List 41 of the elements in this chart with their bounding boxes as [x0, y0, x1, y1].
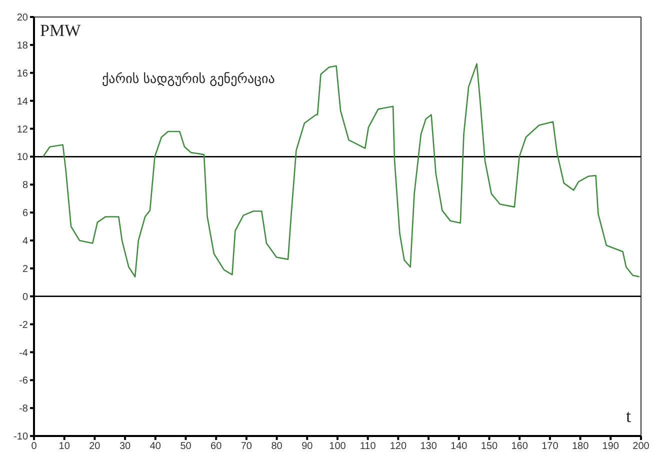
y-tick-label: 8	[22, 180, 28, 192]
x-tick-label: 20	[89, 441, 101, 452]
x-tick-label: 150	[480, 441, 498, 452]
x-tick-label: 80	[271, 441, 283, 452]
y-tick-label: 18	[16, 40, 28, 52]
y-tick-label: -4	[19, 348, 28, 359]
x-tick-label: 60	[210, 441, 222, 452]
y-tick-label: 20	[16, 12, 28, 24]
x-tick-label: 130	[420, 441, 438, 452]
x-tick-label: 40	[150, 441, 162, 452]
x-tick-label: 200	[632, 441, 650, 452]
y-tick-label: 0	[22, 292, 28, 303]
y-tick-label: 14	[16, 96, 28, 108]
y-tick-label: 2	[22, 264, 28, 275]
y-tick-label: 10	[16, 152, 28, 164]
x-tick-label: 140	[450, 441, 468, 452]
x-tick-label: 120	[390, 441, 407, 452]
y-tick-label: -8	[19, 404, 28, 415]
y-tick-label: 12	[16, 124, 28, 136]
y-tick-label: 4	[22, 236, 28, 248]
x-tick-label: 190	[602, 441, 620, 452]
line-series	[42, 63, 640, 278]
annotation: ქარის სადგურის გენერაცია	[102, 72, 275, 87]
x-tick-label: 170	[542, 441, 559, 452]
x-tick-label: 110	[360, 441, 376, 452]
x-tick-label: 10	[58, 441, 70, 452]
x-tick-label: 50	[180, 441, 192, 452]
y-tick-label: 16	[16, 68, 28, 80]
x-tick-label: 70	[240, 441, 252, 452]
x-tick-label: 0	[31, 441, 38, 452]
x-tick-label: 30	[119, 441, 132, 452]
x-axis-title: t	[626, 406, 631, 427]
y-tick-label: -10	[14, 432, 28, 443]
x-tick-label: 90	[302, 441, 314, 452]
x-tick-label: 100	[329, 441, 346, 452]
x-tick-label: 160	[511, 441, 528, 452]
x-tick-label: 180	[572, 441, 590, 452]
y-axis-title: PMW	[40, 21, 81, 41]
y-tick-label: 6	[22, 208, 28, 220]
y-tick-label: -6	[19, 376, 28, 387]
y-tick-label: -2	[19, 320, 28, 331]
